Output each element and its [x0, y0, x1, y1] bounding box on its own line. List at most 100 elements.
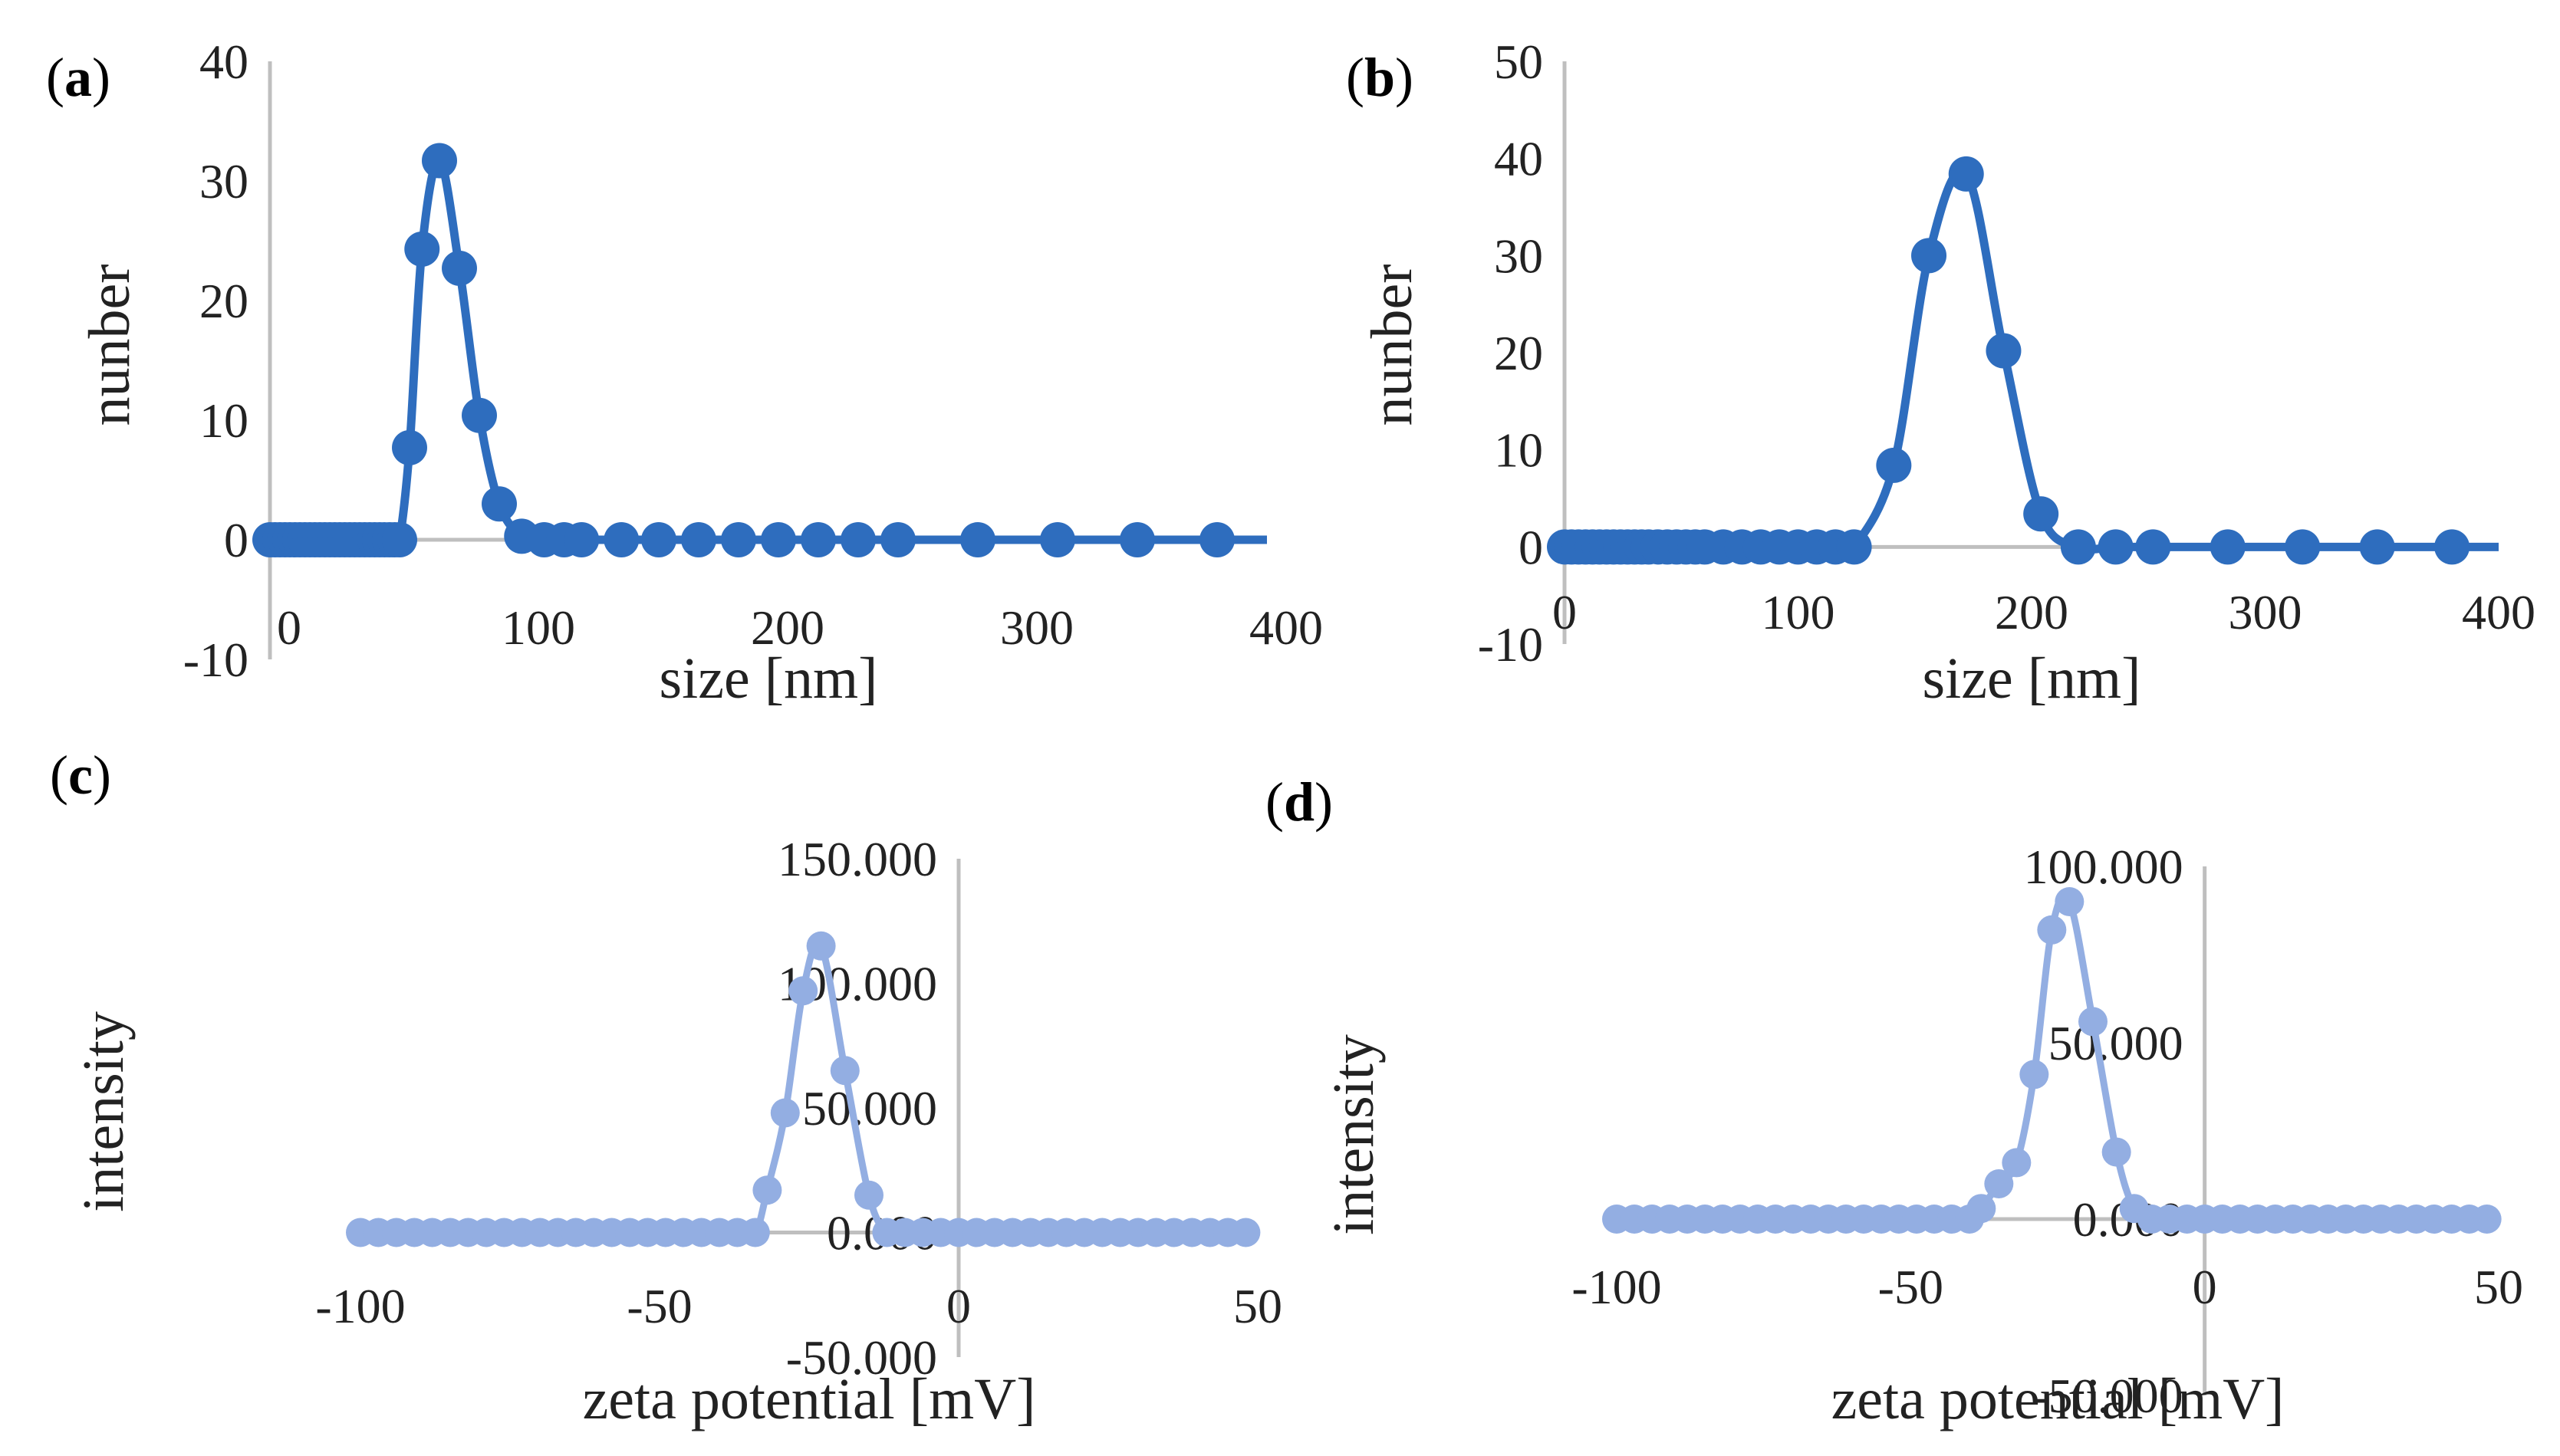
- data-point: [2060, 529, 2096, 565]
- data-point: [404, 231, 440, 267]
- data-point: [2434, 529, 2470, 565]
- x-tick-label: 400: [1249, 600, 1323, 655]
- x-axis-title: zeta potential [mV]: [583, 1367, 1036, 1431]
- data-point: [422, 143, 457, 179]
- y-tick-label: 10: [199, 393, 248, 448]
- data-point: [2055, 887, 2085, 916]
- data-point: [1986, 333, 2022, 369]
- y-axis-title: nunber: [77, 264, 142, 426]
- data-point: [841, 522, 876, 557]
- x-tick-label: -50: [627, 1279, 692, 1333]
- y-tick-label: 0: [224, 513, 248, 567]
- y-tick-label: 0: [1519, 520, 1543, 574]
- y-axis-title: nunber: [1360, 264, 1424, 426]
- x-tick-label: 0: [2193, 1260, 2217, 1314]
- data-point: [382, 522, 417, 557]
- data-point: [1231, 1218, 1261, 1247]
- data-point: [2078, 1007, 2108, 1037]
- data-point: [1040, 522, 1075, 557]
- panel-c: (c)-50.0000.00050.000100.000150.000-100-…: [50, 744, 1282, 1431]
- y-axis-title: intensity: [1321, 1034, 1386, 1235]
- data-point: [770, 1098, 800, 1128]
- y-tick-label: 50.000: [2048, 1016, 2183, 1070]
- series-line: [269, 156, 1267, 551]
- data-point: [1836, 529, 1872, 565]
- y-tick-label: -50.000: [786, 1330, 937, 1385]
- y-tick-label: 50: [1494, 35, 1543, 89]
- panel-label: (d): [1265, 771, 1333, 833]
- data-point: [681, 522, 716, 557]
- x-tick-label: 0: [1552, 585, 1577, 639]
- x-tick-label: 400: [2462, 585, 2535, 639]
- data-point: [482, 486, 517, 522]
- data-point: [740, 1218, 770, 1247]
- data-point: [1199, 522, 1235, 557]
- x-axis-title: zeta potential [mV]: [1831, 1367, 2285, 1431]
- x-tick-label: 50: [1233, 1279, 1282, 1333]
- data-point: [2002, 1148, 2032, 1178]
- data-point: [761, 522, 796, 557]
- panel-label: (c): [50, 744, 111, 806]
- data-point: [2019, 1060, 2049, 1090]
- y-axis-title: intensity: [71, 1011, 136, 1212]
- x-tick-label: 300: [1000, 600, 1074, 655]
- data-point: [854, 1180, 883, 1210]
- data-point: [1984, 1169, 2014, 1198]
- data-point: [2023, 496, 2059, 532]
- x-tick-label: -50: [1878, 1260, 1943, 1314]
- data-point: [2101, 1137, 2131, 1167]
- data-point: [1876, 447, 1912, 483]
- y-tick-label: -50.000: [2032, 1369, 2183, 1423]
- x-tick-label: 50: [2474, 1260, 2523, 1314]
- x-axis-title: size [nm]: [660, 646, 878, 711]
- data-point: [788, 976, 818, 1006]
- x-tick-label: -100: [1571, 1260, 1661, 1314]
- data-point: [2359, 529, 2395, 565]
- x-tick-label: 200: [751, 600, 824, 655]
- x-tick-label: 200: [1995, 585, 2068, 639]
- data-point: [1120, 522, 1155, 557]
- y-tick-label: -10: [1478, 617, 1543, 672]
- data-point: [2098, 529, 2134, 565]
- data-point: [462, 397, 497, 433]
- y-tick-label: 20: [199, 274, 248, 328]
- panel-label-letter: b: [1364, 47, 1395, 108]
- panel-label-letter: d: [1284, 771, 1315, 833]
- data-point: [752, 1175, 782, 1205]
- x-tick-label: 0: [277, 600, 301, 655]
- data-point: [721, 522, 756, 557]
- data-point: [604, 522, 640, 557]
- y-tick-label: 20: [1494, 326, 1543, 380]
- panel-d: (d)-50.0000.00050.000100.000-100-50050ze…: [1265, 771, 2523, 1431]
- panel-label-letter: a: [64, 47, 92, 108]
- x-tick-label: 0: [946, 1279, 971, 1333]
- data-point: [2285, 529, 2321, 565]
- data-point: [641, 522, 676, 557]
- y-tick-label: 30: [199, 154, 248, 209]
- y-tick-label: 50.000: [802, 1081, 937, 1136]
- series-line: [1565, 166, 2499, 557]
- x-tick-label: 100: [1762, 585, 1835, 639]
- x-axis-title: size [nm]: [1923, 646, 2141, 711]
- data-point: [2037, 915, 2067, 945]
- data-point: [880, 522, 916, 557]
- y-tick-label: 40: [199, 35, 248, 89]
- y-tick-label: 40: [1494, 132, 1543, 186]
- data-point: [1966, 1194, 1996, 1224]
- data-point: [801, 522, 836, 557]
- y-tick-label: 150.000: [778, 832, 937, 886]
- y-tick-label: 30: [1494, 228, 1543, 283]
- y-tick-label: 100.000: [2024, 840, 2183, 894]
- panel-label-letter: c: [68, 744, 93, 806]
- data-point: [2135, 529, 2171, 565]
- y-tick-label: -10: [183, 633, 248, 687]
- data-point: [564, 522, 600, 557]
- data-point: [806, 931, 836, 961]
- data-point: [960, 522, 995, 557]
- data-point: [830, 1056, 860, 1086]
- x-tick-label: 300: [2229, 585, 2302, 639]
- data-point: [442, 250, 477, 286]
